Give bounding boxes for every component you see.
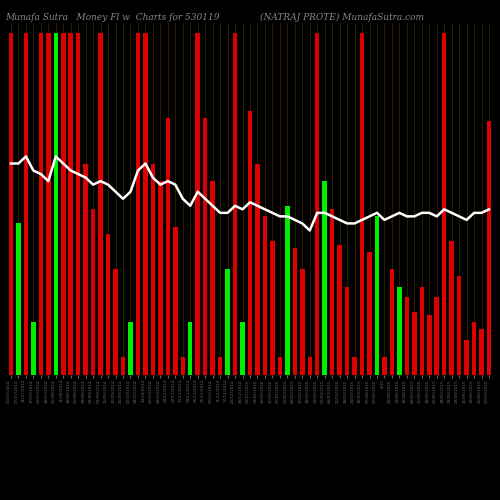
Bar xyxy=(196,33,200,375)
Bar xyxy=(248,110,252,375)
Bar xyxy=(255,164,260,375)
Bar xyxy=(315,33,320,375)
Bar xyxy=(382,358,386,375)
Bar xyxy=(442,33,446,375)
Bar xyxy=(180,358,185,375)
Bar xyxy=(450,241,454,375)
Bar xyxy=(188,322,192,375)
Bar xyxy=(360,33,364,375)
Bar xyxy=(114,269,118,375)
Bar xyxy=(76,33,80,375)
Bar xyxy=(420,287,424,375)
Bar xyxy=(158,181,162,375)
Bar xyxy=(121,358,126,375)
Bar xyxy=(173,227,178,375)
Bar xyxy=(136,33,140,375)
Bar xyxy=(345,287,350,375)
Bar xyxy=(404,298,409,375)
Text: (NATRAJ PROTE) MunafaSutra.com: (NATRAJ PROTE) MunafaSutra.com xyxy=(260,12,424,22)
Bar xyxy=(128,322,132,375)
Bar xyxy=(368,252,372,375)
Bar xyxy=(434,298,439,375)
Bar xyxy=(292,248,297,375)
Bar xyxy=(150,164,155,375)
Bar xyxy=(61,33,66,375)
Bar xyxy=(270,241,274,375)
Bar xyxy=(464,340,469,375)
Bar xyxy=(300,269,304,375)
Bar xyxy=(106,234,110,375)
Bar xyxy=(98,33,103,375)
Bar xyxy=(352,358,357,375)
Bar xyxy=(412,312,416,375)
Bar xyxy=(226,269,230,375)
Bar xyxy=(166,118,170,375)
Bar xyxy=(31,322,36,375)
Bar xyxy=(16,224,20,375)
Bar xyxy=(233,33,237,375)
Bar xyxy=(427,315,432,375)
Bar xyxy=(397,287,402,375)
Bar xyxy=(308,358,312,375)
Bar xyxy=(143,33,148,375)
Bar xyxy=(278,358,282,375)
Bar xyxy=(240,322,245,375)
Bar xyxy=(374,216,379,375)
Bar xyxy=(338,244,342,375)
Bar xyxy=(46,33,50,375)
Bar xyxy=(457,276,462,375)
Bar xyxy=(480,329,484,375)
Bar xyxy=(330,210,334,375)
Bar xyxy=(203,118,207,375)
Bar xyxy=(322,181,327,375)
Bar xyxy=(210,181,215,375)
Bar xyxy=(8,33,13,375)
Bar xyxy=(285,206,290,375)
Bar xyxy=(38,33,43,375)
Bar xyxy=(472,322,476,375)
Bar xyxy=(68,33,73,375)
Bar xyxy=(487,121,492,375)
Bar xyxy=(262,216,267,375)
Bar xyxy=(54,33,58,375)
Bar xyxy=(24,33,28,375)
Bar xyxy=(91,210,96,375)
Bar xyxy=(218,358,222,375)
Text: Munafa Sutra   Money Fl w  Charts for 530119: Munafa Sutra Money Fl w Charts for 53011… xyxy=(5,12,220,22)
Bar xyxy=(390,269,394,375)
Bar xyxy=(84,164,88,375)
